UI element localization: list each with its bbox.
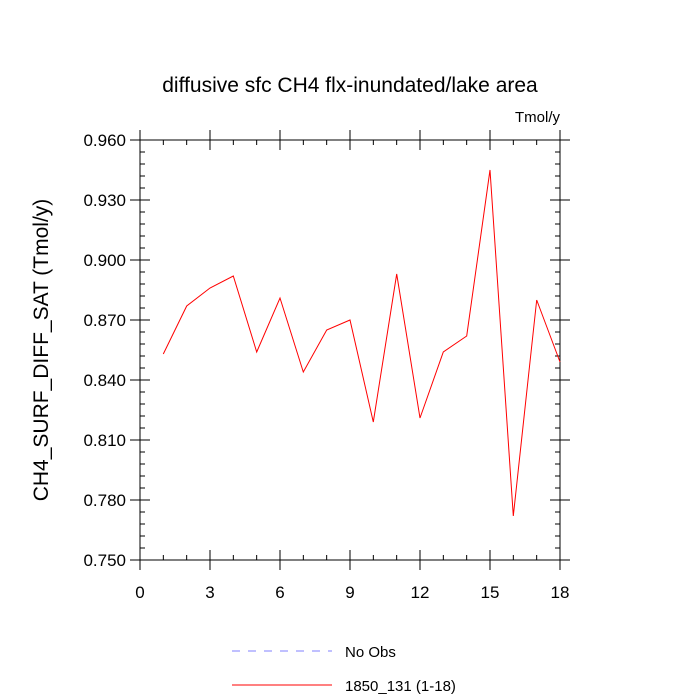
x-tick-label: 0 — [135, 583, 144, 602]
y-tick-label: 0.840 — [83, 371, 126, 390]
y-tick-label: 0.960 — [83, 131, 126, 150]
x-tick-label: 3 — [205, 583, 214, 602]
x-tick-label: 15 — [481, 583, 500, 602]
y-tick-label: 0.900 — [83, 251, 126, 270]
series-line — [162, 169, 561, 517]
plot-frame — [139, 139, 561, 561]
x-tick-label: 9 — [345, 583, 354, 602]
y-tick-label: 0.930 — [83, 191, 126, 210]
units-label: Tmol/y — [515, 109, 561, 126]
x-tick-label: 6 — [275, 583, 284, 602]
y-tick-label: 0.750 — [83, 551, 126, 570]
legend-label: No Obs — [345, 644, 396, 661]
x-axis-ticks: 0 3 6 9 12 15 18 — [135, 130, 569, 602]
chart-title: diffusive sfc CH4 flx-inundated/lake are… — [162, 74, 538, 97]
y-tick-label: 0.870 — [83, 311, 126, 330]
legend-label: 1850_131 (1-18) — [345, 678, 456, 695]
y-axis-label: CH4_SURF_DIFF_SAT (Tmol/y) — [30, 199, 53, 502]
y-tick-label: 0.810 — [83, 431, 126, 450]
legend: No Obs 1850_131 (1-18) — [232, 644, 456, 695]
x-tick-label: 12 — [411, 583, 430, 602]
y-axis-ticks: 0.750 0.780 0.810 0.840 0.870 0.900 0.930 0.960 — [83, 131, 570, 570]
series-layer — [162, 169, 561, 517]
x-tick-label: 18 — [551, 583, 570, 602]
y-tick-label: 0.780 — [83, 491, 126, 510]
